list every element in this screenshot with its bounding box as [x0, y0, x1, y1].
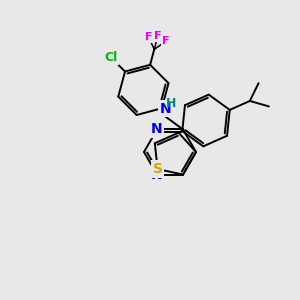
Text: S: S: [153, 162, 163, 176]
Text: F: F: [154, 31, 162, 41]
Text: Cl: Cl: [104, 51, 118, 64]
Text: N: N: [151, 167, 163, 182]
Text: H: H: [166, 97, 176, 110]
Text: N: N: [151, 122, 163, 136]
Text: F: F: [145, 32, 152, 42]
Text: F: F: [162, 36, 169, 46]
Text: N: N: [159, 102, 171, 116]
